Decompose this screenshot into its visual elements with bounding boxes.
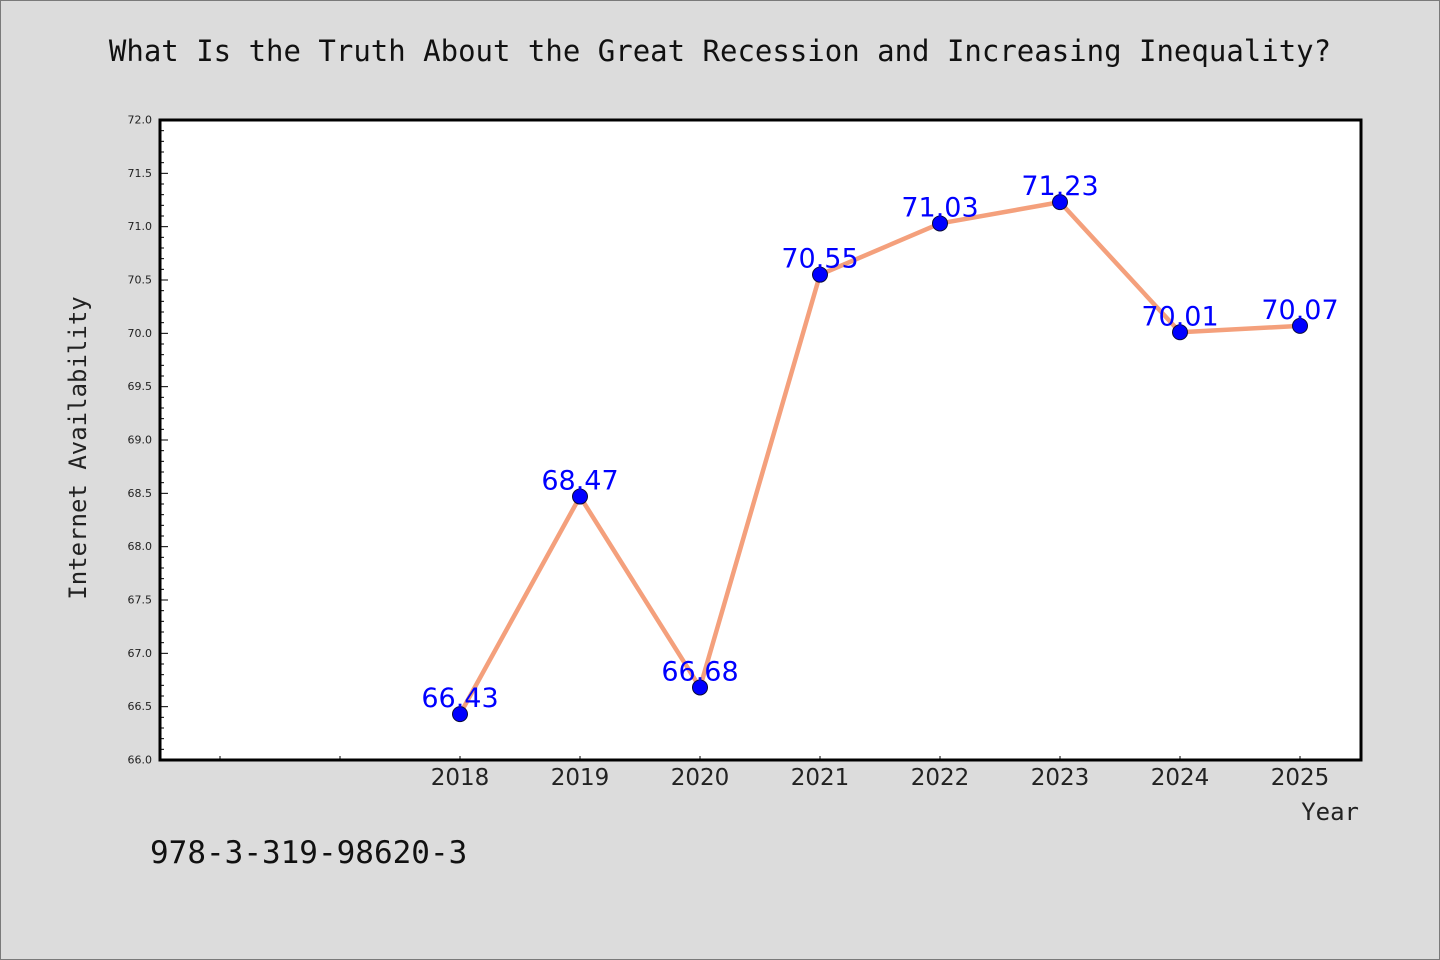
plot-area: [158, 118, 1363, 762]
x-tick-label: 2020: [671, 765, 730, 791]
data-point-2022: [932, 215, 948, 232]
y-tick-label: 68.5: [128, 487, 153, 500]
data-label: 66.43: [421, 683, 498, 714]
y-tick-label: 71.0: [128, 220, 153, 233]
data-point-2021: [812, 266, 828, 283]
data-label: 70.55: [781, 244, 858, 275]
y-tick-label: 71.5: [128, 167, 153, 180]
y-tick-label: 72.0: [128, 114, 153, 127]
y-axis: 66.0 66.5 67.0 67.5 68.0 68.5 69.0 69.5 70.0 70.5…: [128, 114, 168, 767]
data-label: 70.01: [1141, 301, 1218, 332]
data-point-2018: [452, 706, 468, 723]
x-tick-label: 2019: [551, 765, 610, 791]
x-axis-label: Year: [1301, 798, 1359, 826]
series-line: [458, 199, 1301, 716]
y-tick-label: 69.5: [128, 380, 153, 393]
x-tick-label: 2024: [1151, 765, 1210, 791]
x-tick-label: 2021: [791, 765, 850, 791]
y-tick-label: 67.0: [128, 647, 153, 660]
data-label: 70.07: [1261, 295, 1338, 326]
data-labels: 66.43 68.47 66.68 70.55 71.03 71.23 70.01 70.07: [421, 171, 1338, 714]
data-point-2019: [572, 488, 588, 505]
x-tick-label: 2025: [1271, 765, 1330, 791]
x-tick-label: 2022: [911, 765, 970, 791]
data-point-2025: [1292, 317, 1308, 334]
data-label: 68.47: [541, 466, 618, 497]
data-label: 71.23: [1021, 171, 1098, 202]
series-internet-availability: [452, 194, 1308, 723]
isbn-text: 978-3-319-98620-3: [150, 835, 468, 871]
data-point-2020: [692, 679, 708, 696]
data-point-2023: [1052, 194, 1068, 211]
data-label: 71.03: [901, 192, 978, 223]
x-axis: 2018 2019 2020 2021 2022 2023 2024 2025: [219, 756, 1330, 791]
chart-title: What Is the Truth About the Great Recess…: [108, 34, 1332, 68]
data-point-2024: [1172, 324, 1188, 341]
x-tick-label: 2018: [431, 765, 490, 791]
data-label: 66.68: [661, 656, 738, 687]
y-axis-label: Internet Availability: [64, 296, 92, 599]
x-tick-label: 2023: [1031, 765, 1090, 791]
y-tick-label: 67.5: [128, 594, 153, 607]
y-tick-label: 69.0: [128, 434, 153, 447]
y-tick-label: 70.0: [128, 327, 153, 340]
y-tick-label: 70.5: [128, 274, 153, 287]
y-tick-label: 66.0: [128, 754, 153, 767]
y-tick-label: 68.0: [128, 540, 153, 553]
y-tick-label: 66.5: [128, 700, 153, 713]
